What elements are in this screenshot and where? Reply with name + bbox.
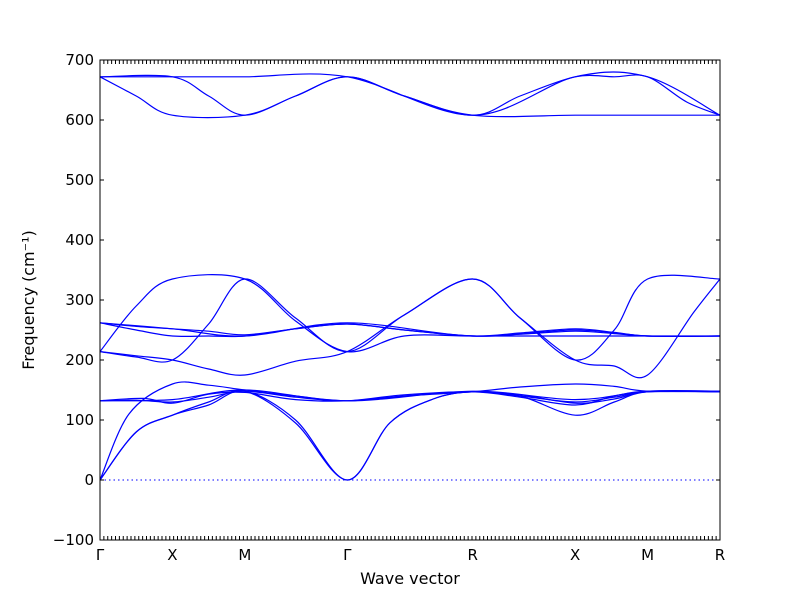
x-axis-label: Wave vector (360, 569, 460, 588)
x-tick-label: R (468, 546, 478, 564)
x-tick-label: X (570, 546, 580, 564)
band-optical-3 (99, 389, 721, 402)
x-tick-label: Γ (96, 546, 105, 564)
band-mid-3 (99, 274, 720, 353)
y-tick-label: 400 (65, 231, 94, 249)
band-high-1 (100, 71, 721, 116)
y-tick-label: 700 (65, 51, 94, 69)
y-axis-ticks: −100 0 100 200 300 400 500 600 700 (53, 51, 720, 549)
y-tick-label: 300 (65, 291, 94, 309)
band-optical-1 (99, 390, 721, 403)
y-tick-label: −100 (53, 531, 94, 549)
x-tick-label: R (715, 546, 725, 564)
y-tick-label: 500 (65, 171, 94, 189)
band-high-2 (99, 76, 720, 119)
x-tick-label: Γ (343, 546, 352, 564)
band-mid-6 (99, 322, 721, 338)
y-tick-label: 100 (65, 411, 94, 429)
plot-area (99, 71, 721, 481)
plot-frame (99, 59, 721, 541)
band-acoustic-2 (99, 390, 721, 481)
band-acoustic-1 (99, 389, 721, 481)
x-tick-label: X (167, 546, 177, 564)
y-axis-label: Frequency (cm⁻¹) (19, 230, 38, 369)
band-mid-2 (99, 274, 721, 363)
band-high-3 (99, 74, 721, 116)
band-mid-5 (99, 322, 721, 338)
y-tick-label: 0 (84, 471, 94, 489)
y-tick-label: 600 (65, 111, 94, 129)
x-tick-label: M (641, 546, 654, 564)
x-tick-label: M (238, 546, 251, 564)
y-tick-label: 200 (65, 351, 94, 369)
band-optical-2 (99, 390, 721, 406)
